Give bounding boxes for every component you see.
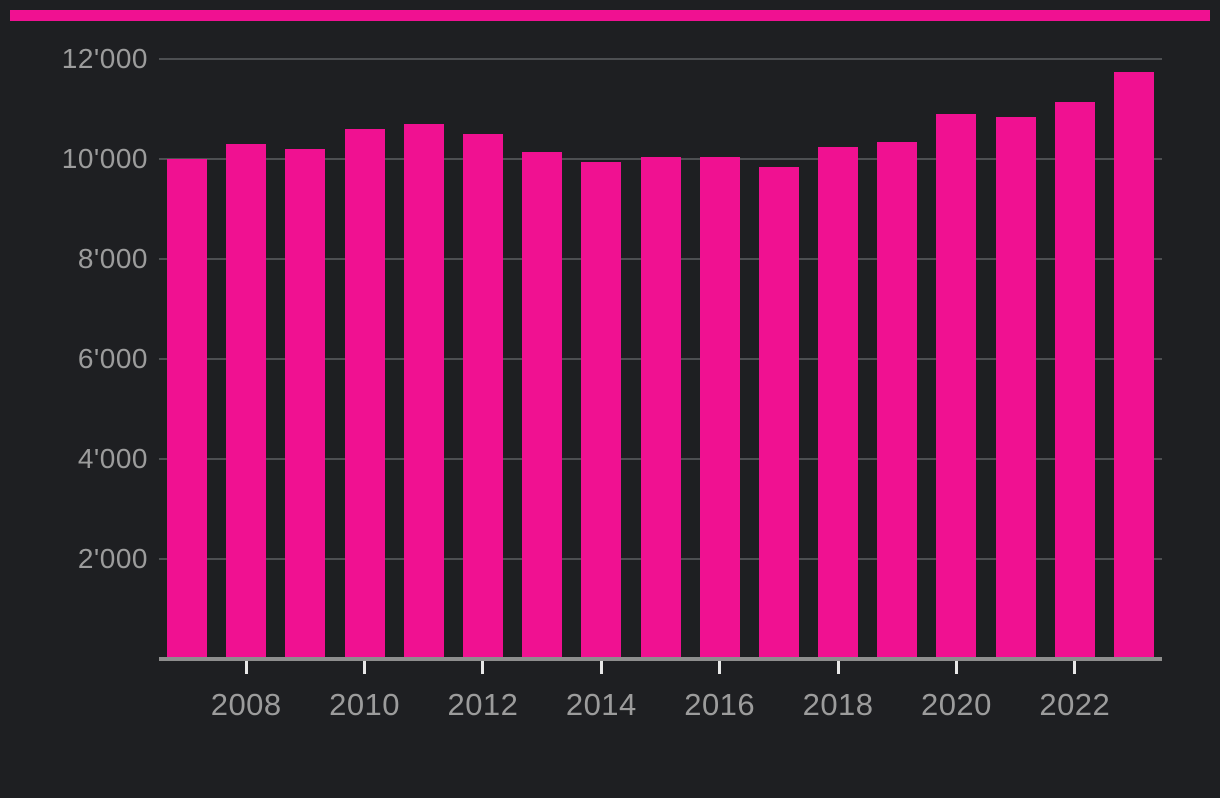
- x-axis-label: 2008: [210, 687, 282, 722]
- x-axis-tick: [954, 661, 958, 674]
- x-axis-label: 2014: [565, 687, 637, 722]
- bar-2010: [344, 129, 385, 659]
- bar-2021: [995, 116, 1036, 659]
- bar-2012: [462, 134, 503, 659]
- x-axis-label: 2020: [920, 687, 992, 722]
- bar-2016: [699, 156, 740, 659]
- bar-2007: [167, 159, 207, 659]
- x-axis-line: [159, 657, 1162, 661]
- bar-2018: [818, 146, 859, 659]
- plot-area: [159, 58, 1162, 659]
- x-axis-tick: [599, 661, 603, 674]
- bar-2009: [285, 149, 326, 659]
- bar-2014: [581, 161, 622, 659]
- y-axis-label: 12'000: [61, 43, 148, 74]
- bar-2022: [1054, 101, 1095, 659]
- y-axis-label: 6'000: [77, 343, 148, 374]
- bar-2020: [936, 114, 977, 659]
- bar-2011: [403, 124, 444, 659]
- bar-2013: [522, 151, 563, 659]
- x-axis-label: 2018: [802, 687, 874, 722]
- x-axis-tick: [836, 661, 840, 674]
- y-axis-label: 10'000: [61, 143, 148, 174]
- x-axis-tick: [1073, 661, 1077, 674]
- y-axis-label: 8'000: [77, 243, 148, 274]
- bar-2023: [1114, 71, 1154, 659]
- gridline: [159, 58, 1162, 60]
- accent-stripe: [10, 10, 1210, 21]
- y-axis-label: 4'000: [77, 443, 148, 474]
- bar-2019: [877, 141, 918, 659]
- y-axis-label: 2'000: [77, 543, 148, 574]
- bar-2008: [226, 144, 267, 659]
- x-axis-label: 2022: [1039, 687, 1111, 722]
- bar-2015: [640, 156, 681, 659]
- x-axis-label: 2010: [329, 687, 401, 722]
- x-axis: 2008 2010 2012 2014 2016 2018 2020 2022: [159, 661, 1162, 741]
- x-axis-tick: [363, 661, 367, 674]
- x-axis-tick: [244, 661, 248, 674]
- bar-2017: [758, 166, 799, 659]
- x-axis-label: 2012: [447, 687, 519, 722]
- x-axis-tick: [481, 661, 485, 674]
- x-axis-tick: [718, 661, 722, 674]
- y-axis: 2'000 4'000 6'000 8'000 10'000 12'000: [0, 43, 148, 659]
- x-axis-label: 2016: [684, 687, 756, 722]
